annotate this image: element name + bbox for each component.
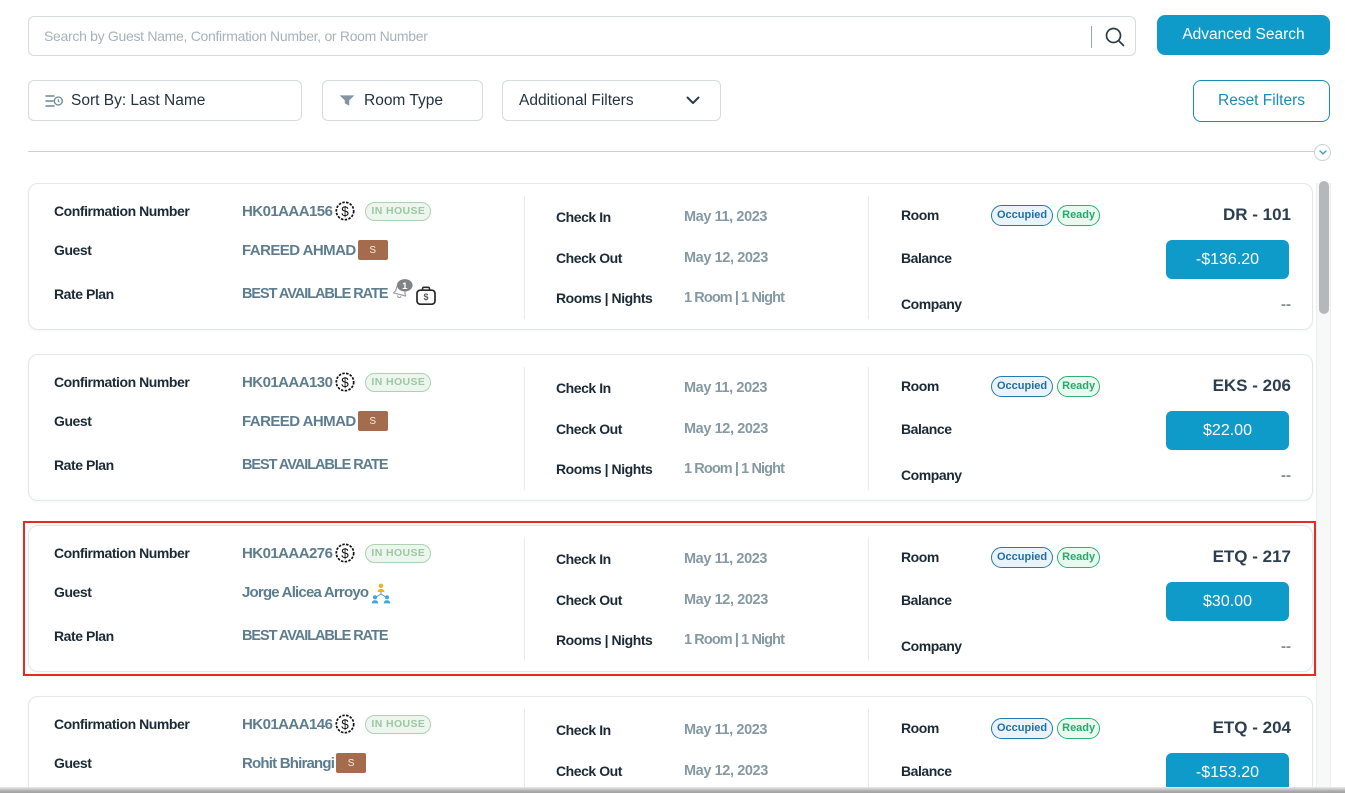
svg-text:$: $ (342, 546, 350, 561)
svg-text:1: 1 (403, 281, 409, 292)
svg-text:$: $ (342, 717, 350, 732)
svg-text:$: $ (342, 375, 350, 390)
svg-text:$: $ (424, 292, 429, 302)
svg-text:$: $ (342, 204, 350, 219)
